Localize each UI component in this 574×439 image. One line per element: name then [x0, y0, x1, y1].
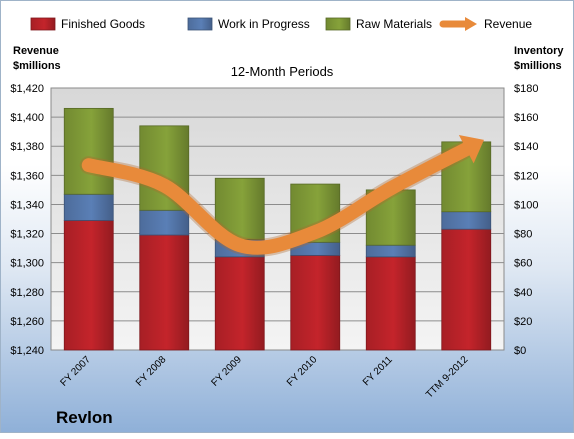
chart-subtitle: 12-Month Periods: [231, 64, 334, 79]
y-right-tick-label: $140: [514, 141, 538, 153]
company-name: Revlon: [56, 408, 113, 427]
y-right-tick-label: $100: [514, 199, 538, 211]
y-left-tick-label: $1,400: [10, 112, 44, 124]
legend-label: Revenue: [484, 17, 532, 31]
legend-swatch: [30, 17, 56, 31]
x-tick-label: FY 2009: [209, 354, 244, 389]
x-tick-label: TTM 9-2012: [424, 354, 471, 401]
y-left-label-line2: $millions: [13, 60, 61, 72]
legend: Finished Goods Work in Progress Raw Materi…: [30, 17, 532, 31]
y-right-tick-label: $180: [514, 83, 538, 95]
bars: [63, 107, 492, 351]
revenue-line-path: [81, 142, 474, 255]
y-left-tick-label: $1,420: [10, 83, 44, 95]
bar-segment: [365, 244, 416, 258]
bar-segment: [139, 234, 190, 351]
bar-segment: [441, 211, 492, 230]
legend-swatch: [325, 17, 351, 31]
y-right-tick-label: $160: [514, 112, 538, 124]
y-left-ticks: $1,240 $1,260 $1,280 $1,300 $1,320 $1,340 $1,3…: [10, 83, 44, 357]
x-tick-label: FY 2007: [58, 354, 93, 389]
bar-segment: [63, 107, 114, 195]
y-left-tick-label: $1,340: [10, 199, 44, 211]
legend-swatch-arrow: [465, 17, 477, 31]
y-right-tick-label: $20: [514, 316, 532, 328]
revenue-arrow-head: [458, 134, 484, 164]
y-right-tick-label: $0: [514, 345, 526, 357]
x-ticks: FY 2007 FY 2008 FY 2009 FY 2010 FY 2011 TTM 9…: [58, 354, 470, 401]
y-left-label-line1: Revenue: [13, 45, 59, 57]
legend-swatch: [187, 17, 213, 31]
y-left-tick-label: $1,260: [10, 316, 44, 328]
y-left-tick-label: $1,320: [10, 229, 44, 241]
y-right-tick-label: $40: [514, 287, 532, 299]
y-left-tick-label: $1,300: [10, 258, 44, 270]
plot-area: [50, 87, 505, 351]
bar-segment: [290, 254, 341, 351]
y-right-tick-label: $60: [514, 258, 532, 270]
bar-segment: [441, 228, 492, 351]
legend-label: Raw Materials: [356, 17, 432, 31]
x-tick-label: FY 2011: [361, 354, 395, 388]
y-left-tick-label: $1,280: [10, 287, 44, 299]
bar-segment: [139, 209, 190, 236]
bar-segment: [365, 256, 416, 351]
y-left-tick-label: $1,360: [10, 170, 44, 182]
y-right-ticks: $0 $20 $40 $60 $80 $100 $120 $140 $160 $180: [514, 83, 538, 357]
x-tick-label: FY 2008: [134, 354, 169, 389]
y-left-tick-label: $1,240: [10, 345, 44, 357]
bar-segment: [63, 220, 114, 351]
y-right-label-line2: $millions: [514, 60, 562, 72]
y-right-label-line1: Inventory: [514, 45, 564, 57]
legend-label: Finished Goods: [61, 17, 145, 31]
y-left-tick-label: $1,380: [10, 141, 44, 153]
x-tick-label: FY 2010: [285, 354, 320, 389]
bar-segment: [214, 256, 265, 351]
y-right-tick-label: $120: [514, 170, 538, 182]
y-right-tick-label: $80: [514, 229, 532, 241]
bar-segment: [63, 193, 114, 221]
legend-label: Work in Progress: [218, 17, 310, 31]
revenue-line: [79, 134, 484, 257]
